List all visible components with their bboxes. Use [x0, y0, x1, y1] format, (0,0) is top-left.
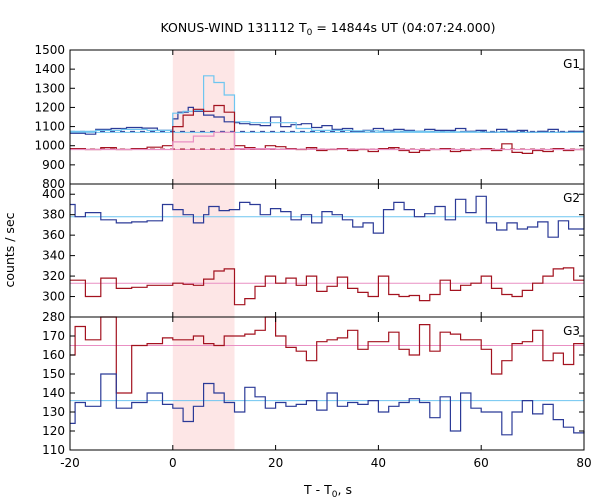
panel-1-frame [69, 49, 585, 185]
chart-title: KONUS-WIND 131112 T0 = 14844s UT (04:07:… [160, 20, 495, 38]
panel-1-series-4 [70, 131, 584, 151]
panel-2-label: G2 [563, 191, 580, 205]
panel-1-ytick-label: 1100 [34, 120, 65, 134]
panel-1-series-2 [70, 75, 584, 133]
panel-1-ytick-label: 1500 [34, 43, 65, 57]
panel-3-ytick-label: 130 [42, 405, 65, 419]
panel-3-series-2 [70, 373, 585, 436]
panel-1-ytick-label: 900 [42, 158, 65, 172]
panel-2-ytick-label: 300 [42, 290, 65, 304]
panel-1-ytick-label: 1000 [34, 139, 65, 153]
xtick-label: 80 [576, 456, 591, 470]
panel-3-frame [69, 316, 585, 451]
panel-3-ytick-label: 170 [42, 329, 65, 343]
plot-area: 800900100011001200130014001500G128030032… [34, 43, 591, 470]
panel-2-frame [69, 183, 585, 318]
panel-1-ytick-label: 1300 [34, 81, 65, 95]
panel-2-ytick-label: 340 [42, 249, 65, 263]
xtick-label: 60 [474, 456, 489, 470]
panel-2-ytick-label: 400 [42, 187, 65, 201]
y-axis-label: counts / sec [2, 212, 17, 287]
panel-3-ytick-label: 150 [42, 367, 65, 381]
panel-3-label: G3 [563, 324, 580, 338]
panel-1-series-1 [70, 106, 584, 135]
panel-2-ytick-label: 360 [42, 228, 65, 242]
panel-3-series-1 [70, 316, 585, 394]
panel-2-series-2 [70, 267, 584, 306]
panel-3-ytick-label: 120 [42, 424, 65, 438]
panel-3-ytick-label: 160 [42, 348, 65, 362]
panel-3-ytick-label: 140 [42, 386, 65, 400]
xtick-label: 40 [371, 456, 386, 470]
panel-3-ytick-label: 110 [42, 443, 65, 457]
panel-2-ytick-label: 380 [42, 208, 65, 222]
panel-2-ytick-label: 320 [42, 269, 65, 283]
x-axis-label: T - T0, s [303, 482, 352, 500]
xtick-label: 20 [268, 456, 283, 470]
xtick-label: -20 [60, 456, 80, 470]
panel-2-ytick-label: 280 [42, 310, 65, 324]
panel-1-ytick-label: 800 [42, 177, 65, 191]
xtick-label: 0 [169, 456, 177, 470]
panel-1-ytick-label: 1200 [34, 100, 65, 114]
panel-1-label: G1 [563, 57, 580, 71]
panel-2-series-1 [70, 195, 585, 238]
panel-1-ytick-label: 1400 [34, 62, 65, 76]
